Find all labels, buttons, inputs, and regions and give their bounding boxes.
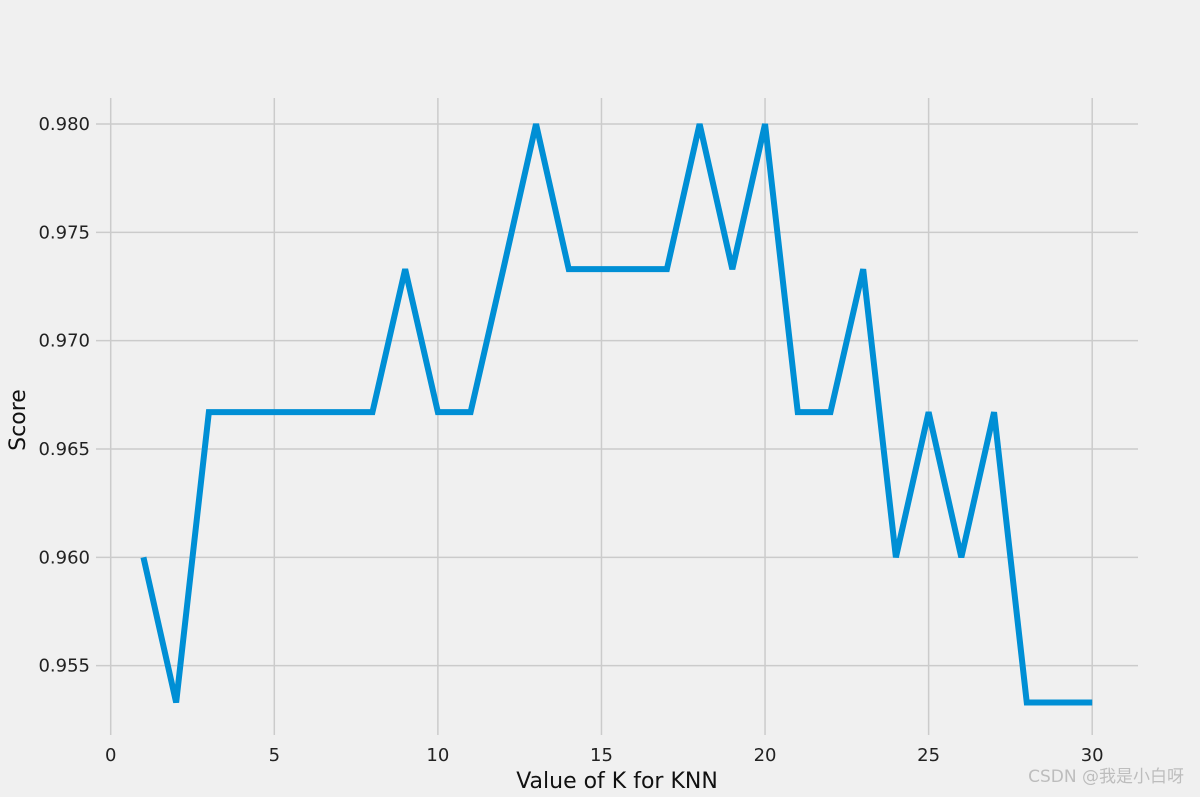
series-line <box>140 123 1093 706</box>
y-gridlines <box>96 123 1138 667</box>
x-tick-label: 30 <box>1081 745 1104 766</box>
x-tick-label: 5 <box>269 745 280 766</box>
x-tick-label: 10 <box>426 745 449 766</box>
y-tick-labels: 0.955 0.960 0.965 0.970 0.975 0.980 <box>38 114 90 677</box>
x-tick-label: 25 <box>917 745 940 766</box>
x-tick-label: 20 <box>754 745 777 766</box>
y-tick-label: 0.980 <box>38 114 90 135</box>
y-tick-label: 0.965 <box>38 439 90 460</box>
watermark: CSDN @我是小白呀 <box>1028 767 1184 787</box>
y-axis-label: Score <box>6 389 31 451</box>
x-tick-label: 0 <box>105 745 116 766</box>
x-tick-labels: 0 5 10 15 20 25 30 <box>105 745 1104 766</box>
y-tick-label: 0.975 <box>38 222 90 243</box>
x-axis-label: Value of K for KNN <box>516 769 718 794</box>
x-gridlines <box>109 98 1093 735</box>
line-series <box>140 123 1093 706</box>
y-tick-label: 0.955 <box>38 656 90 677</box>
y-tick-label: 0.960 <box>38 547 90 568</box>
y-tick-label: 0.970 <box>38 331 90 352</box>
x-tick-label: 15 <box>590 745 613 766</box>
